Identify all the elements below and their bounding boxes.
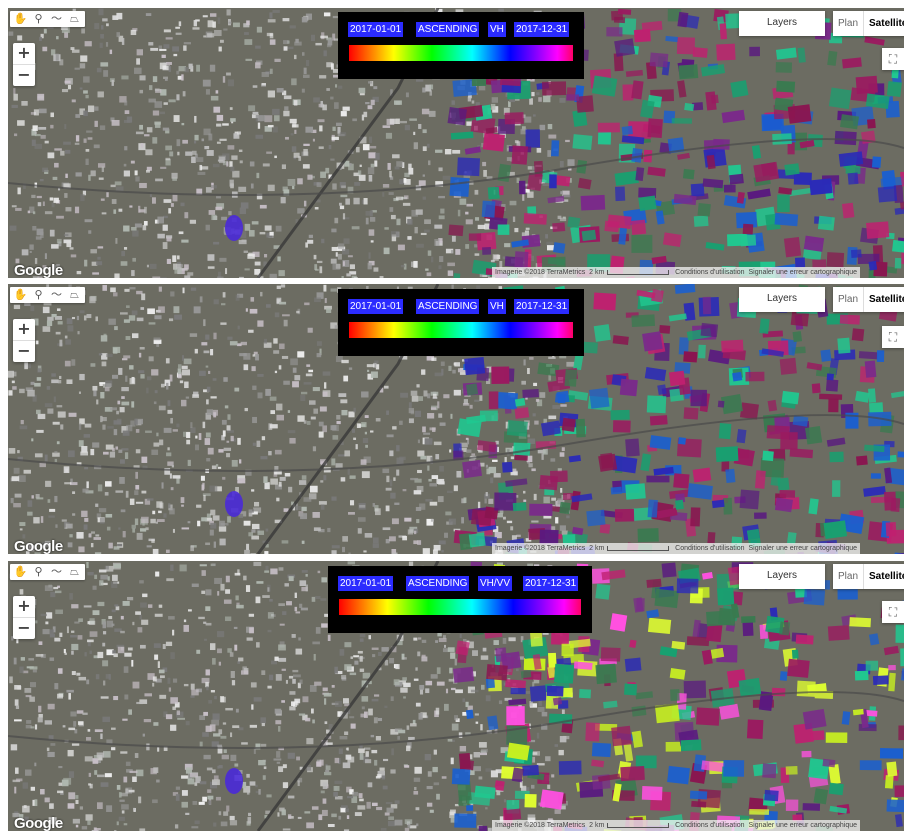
plan-button[interactable]: Plan [838,571,859,582]
map-type-control: Plan Satellite [833,564,904,589]
legend-polarization: VH [488,22,506,37]
legend-end-date: 2017-12-31 [523,576,579,591]
layers-button[interactable]: Layers [739,287,825,312]
marker-icon[interactable]: ⚲ [34,565,43,578]
legend-start-date: 2017-01-01 [348,22,404,37]
scale-bar [607,545,670,551]
plan-button[interactable]: Plan [838,294,859,305]
legend-color-ramp [339,599,581,615]
zoom-in-button[interactable]: + [17,43,31,62]
scale-bar [607,269,670,275]
google-logo: Google [14,538,63,554]
layers-button[interactable]: Layers [739,11,825,36]
legend-orbit: ASCENDING [406,576,470,591]
zoom-in-button[interactable]: + [17,319,31,338]
hand-icon[interactable]: ✋ [13,565,28,578]
imagery-credit: Imagerie ©2018 TerraMetrics [495,269,586,276]
terms-link[interactable]: Conditions d'utilisation [675,822,745,829]
report-link[interactable]: Signaler une erreur cartographique [748,269,858,276]
color-legend: 2017-01-01 ASCENDING VH 2017-12-31 [338,289,584,356]
attribution-bar: Imagerie ©2018 TerraMetrics 2 km Conditi… [492,543,861,554]
scale-label: 2 km [589,545,605,552]
legend-end-date: 2017-12-31 [514,22,570,37]
map-panel-1[interactable]: ✋ ⚲ 〜 ⏢ + − 2017-01-01 ASCENDING VH 2017… [8,8,904,278]
zoom-out-button[interactable]: − [13,340,35,362]
map-panel-3[interactable]: ✋ ⚲ 〜 ⏢ + − 2017-01-01 ASCENDING VH/VV 2… [8,561,904,831]
legend-start-date: 2017-01-01 [348,299,404,314]
map-type-control: Plan Satellite [833,287,904,312]
drawing-toolbar: ✋ ⚲ 〜 ⏢ [10,11,85,27]
polygon-icon[interactable]: ⏢ [70,565,79,578]
color-legend: 2017-01-01 ASCENDING VH/VV 2017-12-31 [328,566,592,633]
attribution-bar: Imagerie ©2018 TerraMetrics 2 km Conditi… [492,267,861,278]
map-type-control: Plan Satellite [833,11,904,36]
zoom-in-button[interactable]: + [17,596,31,615]
drawing-toolbar: ✋ ⚲ 〜 ⏢ [10,564,85,580]
line-icon[interactable]: 〜 [51,565,62,578]
map-panel-2[interactable]: ✋ ⚲ 〜 ⏢ + − 2017-01-01 ASCENDING VH 2017… [8,284,904,554]
legend-end-date: 2017-12-31 [514,299,570,314]
layers-button[interactable]: Layers [739,564,825,589]
scale-label: 2 km [589,269,605,276]
report-link[interactable]: Signaler une erreur cartographique [748,545,858,552]
line-icon[interactable]: 〜 [51,288,62,301]
fullscreen-icon[interactable]: ⛶ [882,48,904,70]
terms-link[interactable]: Conditions d'utilisation [675,545,745,552]
imagery-credit: Imagerie ©2018 TerraMetrics [495,822,586,829]
polygon-icon[interactable]: ⏢ [70,288,79,301]
satellite-button[interactable]: Satellite [863,564,904,589]
google-logo: Google [14,262,63,278]
legend-orbit: ASCENDING [416,22,480,37]
legend-color-ramp [349,322,573,338]
zoom-control: + − [13,43,35,86]
legend-color-ramp [349,45,573,61]
legend-polarization: VH [488,299,506,314]
zoom-out-button[interactable]: − [13,617,35,639]
terms-link[interactable]: Conditions d'utilisation [675,269,745,276]
marker-icon[interactable]: ⚲ [34,12,43,25]
imagery-credit: Imagerie ©2018 TerraMetrics [495,545,586,552]
marker-icon[interactable]: ⚲ [34,288,43,301]
zoom-out-button[interactable]: − [13,64,35,86]
legend-start-date: 2017-01-01 [338,576,394,591]
zoom-control: + − [13,596,35,639]
report-link[interactable]: Signaler une erreur cartographique [748,822,858,829]
fullscreen-icon[interactable]: ⛶ [882,601,904,623]
satellite-button[interactable]: Satellite [863,287,904,312]
satellite-button[interactable]: Satellite [863,11,904,36]
scale-bar [607,822,670,828]
scale-label: 2 km [589,822,605,829]
drawing-toolbar: ✋ ⚲ 〜 ⏢ [10,287,85,303]
legend-polarization: VH/VV [478,576,513,591]
fullscreen-icon[interactable]: ⛶ [882,326,904,348]
attribution-bar: Imagerie ©2018 TerraMetrics 2 km Conditi… [492,820,861,831]
hand-icon[interactable]: ✋ [13,288,28,301]
polygon-icon[interactable]: ⏢ [70,12,79,25]
hand-icon[interactable]: ✋ [13,12,28,25]
legend-orbit: ASCENDING [416,299,480,314]
google-logo: Google [14,815,63,831]
plan-button[interactable]: Plan [838,18,859,29]
color-legend: 2017-01-01 ASCENDING VH 2017-12-31 [338,12,584,79]
zoom-control: + − [13,319,35,362]
line-icon[interactable]: 〜 [51,12,62,25]
